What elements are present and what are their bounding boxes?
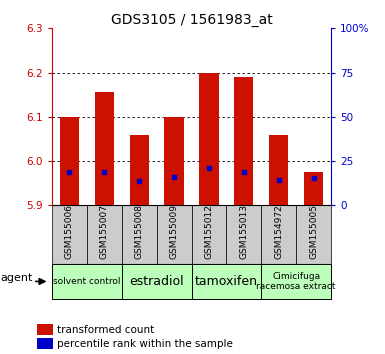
Bar	[296, 205, 331, 264]
Bar	[164, 117, 184, 205]
Bar	[52, 264, 122, 299]
Text: agent: agent	[0, 273, 33, 283]
Bar	[261, 264, 331, 299]
Bar	[122, 205, 157, 264]
Bar	[199, 73, 219, 205]
Bar	[37, 324, 53, 335]
Text: GSM154972: GSM154972	[274, 204, 283, 259]
Bar	[52, 205, 87, 264]
Text: GSM155009: GSM155009	[169, 204, 179, 259]
Bar	[304, 172, 323, 205]
Text: GSM155006: GSM155006	[65, 204, 74, 259]
Text: GSM155013: GSM155013	[239, 204, 248, 259]
Bar	[261, 205, 296, 264]
Text: GSM155012: GSM155012	[204, 204, 214, 259]
Bar	[226, 205, 261, 264]
Title: GDS3105 / 1561983_at: GDS3105 / 1561983_at	[110, 13, 273, 27]
Text: transformed count: transformed count	[57, 325, 154, 335]
Bar	[87, 205, 122, 264]
Bar	[122, 264, 192, 299]
Bar	[37, 338, 53, 349]
Text: estradiol: estradiol	[129, 275, 184, 288]
Bar	[269, 135, 288, 205]
Bar	[157, 205, 192, 264]
Text: solvent control: solvent control	[53, 277, 121, 286]
Bar	[130, 135, 149, 205]
Bar	[95, 92, 114, 205]
Bar	[234, 77, 253, 205]
Bar	[60, 117, 79, 205]
Bar	[192, 264, 261, 299]
Text: GSM155008: GSM155008	[135, 204, 144, 259]
Text: tamoxifen: tamoxifen	[195, 275, 258, 288]
Text: Cimicifuga
racemosa extract: Cimicifuga racemosa extract	[256, 272, 336, 291]
Text: percentile rank within the sample: percentile rank within the sample	[57, 339, 233, 349]
Bar	[192, 205, 226, 264]
Text: GSM155007: GSM155007	[100, 204, 109, 259]
Text: GSM155005: GSM155005	[309, 204, 318, 259]
